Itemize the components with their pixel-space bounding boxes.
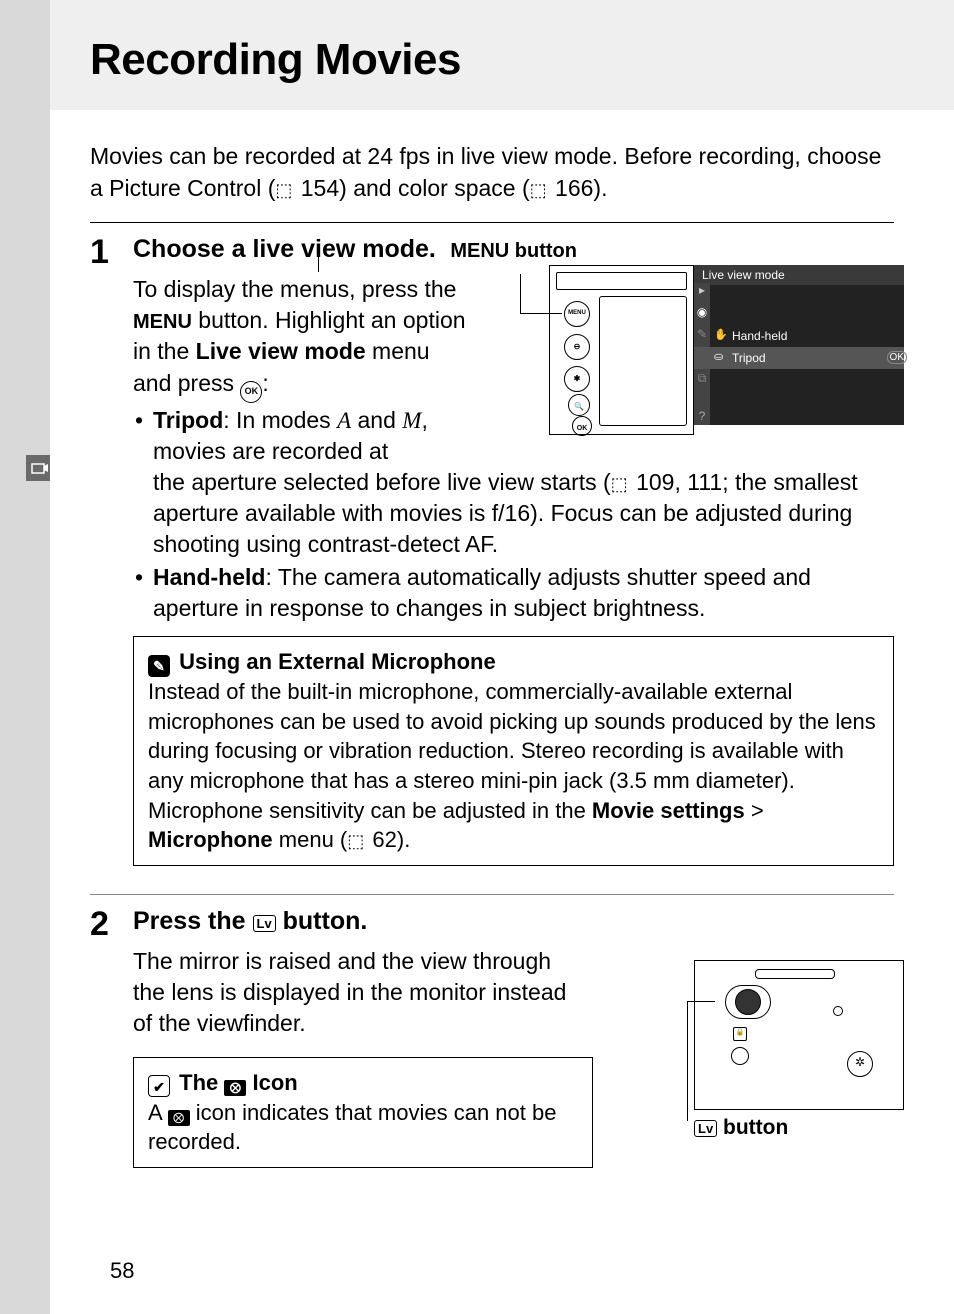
intro-text: Movies can be recorded at 24 fps in live…	[90, 140, 894, 204]
menu-title: Live view mode	[694, 265, 904, 285]
book-icon	[275, 175, 294, 201]
step-number: 2	[90, 907, 118, 1188]
divider	[90, 222, 894, 223]
page-title: Recording Movies	[90, 35, 894, 85]
check-icon: ✔	[148, 1075, 170, 1097]
menu-item-handheld: ✋Hand-held	[694, 325, 904, 347]
lv-icon: Lv	[694, 1120, 717, 1137]
note-icon-warning: ✔ The ⨂ Icon A ⨂ icon indicates that mov…	[133, 1057, 593, 1168]
book-icon	[347, 827, 366, 852]
step2-text: The mirror is raised and the view throug…	[133, 946, 583, 1039]
camera-back-diagram: 🔒 ✲	[694, 960, 904, 1110]
step-number: 1	[90, 235, 118, 886]
menu-item-tripod: ⛀TripodOK	[694, 347, 904, 369]
page-number: 58	[110, 1258, 134, 1284]
step-heading: Press the Lv button.	[133, 907, 367, 935]
camera-diagram: MENU ⊖ ✱ 🔍 OK	[549, 265, 694, 435]
divider	[90, 894, 894, 895]
step-heading: Choose a live view mode.	[133, 235, 436, 263]
step1-text-cont: , movies are recorded at the aperture se…	[133, 467, 894, 560]
note-external-mic: ✎ Using an External Microphone Instead o…	[133, 636, 894, 866]
ok-icon: OK	[240, 381, 262, 403]
book-icon	[611, 469, 630, 495]
lv-icon: Lv	[253, 915, 276, 932]
step1-figure: MENU ⊖ ✱ 🔍 OK Live view mode ▸ ◉ ✎ ⚙ ⧉ ?…	[549, 265, 904, 435]
no-record-icon: ⨂	[168, 1110, 190, 1126]
step1-text: To display the menus, press the MENU but…	[133, 274, 473, 466]
camera-menu-screenshot: Live view mode ▸ ◉ ✎ ⚙ ⧉ ? ✋Hand-held ⛀T…	[694, 265, 904, 425]
no-record-icon: ⨂	[224, 1080, 246, 1096]
book-icon	[530, 175, 549, 201]
figure-caption: Lv button	[694, 1116, 904, 1140]
step1-handheld: Hand-held: The camera automatically adju…	[133, 562, 894, 624]
pencil-icon: ✎	[148, 655, 170, 677]
menu-button-label: MENU button	[450, 240, 577, 262]
step2-figure: 🔒 ✲ Lv button	[694, 960, 904, 1140]
